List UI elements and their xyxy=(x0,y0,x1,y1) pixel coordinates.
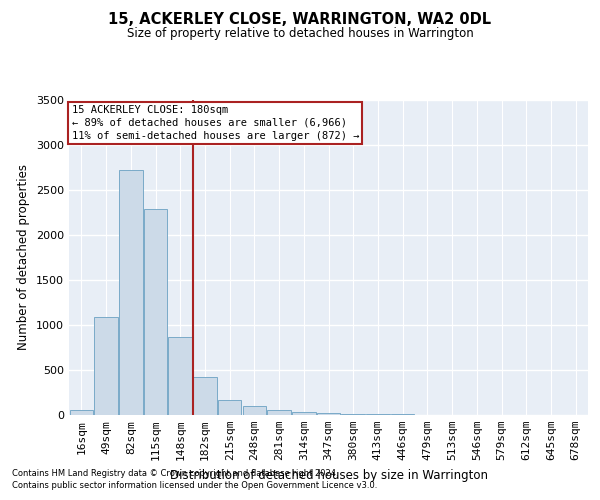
Bar xyxy=(119,170,143,415)
Text: 15, ACKERLEY CLOSE, WARRINGTON, WA2 0DL: 15, ACKERLEY CLOSE, WARRINGTON, WA2 0DL xyxy=(109,12,491,28)
Text: Size of property relative to detached houses in Warrington: Size of property relative to detached ho… xyxy=(127,28,473,40)
Bar xyxy=(366,414,389,415)
Bar xyxy=(268,410,291,415)
Text: Contains HM Land Registry data © Crown copyright and database right 2024.: Contains HM Land Registry data © Crown c… xyxy=(12,468,338,477)
Bar xyxy=(391,414,415,415)
Text: 15 ACKERLEY CLOSE: 180sqm
← 89% of detached houses are smaller (6,966)
11% of se: 15 ACKERLEY CLOSE: 180sqm ← 89% of detac… xyxy=(71,104,359,141)
Bar xyxy=(193,377,217,415)
Y-axis label: Number of detached properties: Number of detached properties xyxy=(17,164,31,350)
Bar xyxy=(70,410,93,415)
Bar xyxy=(341,414,365,415)
Bar xyxy=(94,317,118,415)
Bar xyxy=(292,412,316,415)
Bar xyxy=(242,406,266,415)
X-axis label: Distribution of detached houses by size in Warrington: Distribution of detached houses by size … xyxy=(170,468,487,481)
Text: Contains public sector information licensed under the Open Government Licence v3: Contains public sector information licen… xyxy=(12,481,377,490)
Bar xyxy=(169,336,192,415)
Bar xyxy=(144,209,167,415)
Bar xyxy=(317,413,340,415)
Bar xyxy=(218,400,241,415)
